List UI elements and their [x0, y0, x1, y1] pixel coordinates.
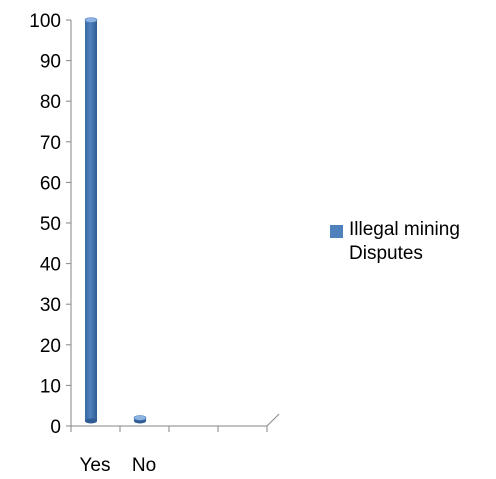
- legend-swatch: [330, 225, 343, 238]
- y-tick-label: 80: [40, 92, 61, 113]
- y-tick-label: 70: [40, 133, 61, 154]
- y-tick-label: 10: [40, 376, 61, 397]
- y-tick-label: 40: [40, 255, 61, 276]
- x-tick-label: No: [132, 455, 156, 476]
- bar-top-cap: [84, 17, 98, 23]
- y-tick-label: 90: [40, 52, 61, 73]
- y-tick-label: 20: [40, 336, 61, 357]
- y-tick-label: 100: [29, 11, 61, 32]
- x-axis-depth-edge: [266, 413, 280, 427]
- bar-yes: [85, 20, 97, 421]
- legend: Illegal mining Disputes: [330, 218, 496, 266]
- y-tick-label: 50: [40, 214, 61, 235]
- x-tick-label: Yes: [80, 455, 111, 476]
- y-tick-label: 0: [50, 417, 61, 438]
- legend-label: Illegal mining Disputes: [349, 219, 460, 264]
- bar-top-cap: [133, 415, 147, 421]
- y-tick-label: 30: [40, 295, 61, 316]
- y-tick-label: 60: [40, 173, 61, 194]
- bar-base: [85, 418, 97, 424]
